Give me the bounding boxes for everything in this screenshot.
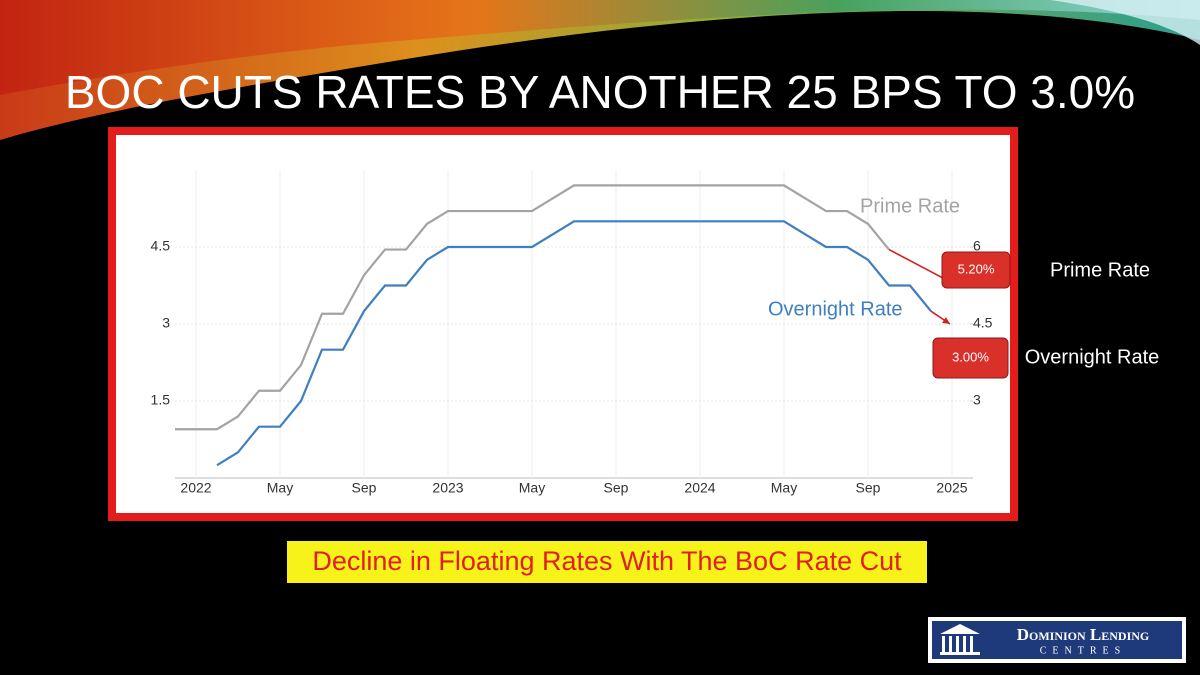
y2-tick-label: 6 — [973, 238, 981, 254]
logo-sub: CENTRES — [1040, 645, 1126, 656]
series-line — [216, 220, 932, 467]
series-label: Prime Rate — [860, 195, 960, 217]
x-tick-label: May — [519, 480, 545, 496]
x-tick-label: 2025 — [936, 480, 967, 496]
x-tick-label: May — [267, 480, 293, 496]
arrow-head — [942, 317, 950, 324]
x-tick-label: 2024 — [684, 480, 715, 496]
slide-title: BOC CUTS RATES BY ANOTHER 25 BPS TO 3.0% — [65, 66, 1135, 118]
swoosh — [0, 0, 1200, 95]
series-line — [175, 184, 890, 431]
swoosh — [1050, 0, 1200, 45]
x-tick-label: Sep — [856, 480, 881, 496]
callout-label: 5.20% — [958, 261, 995, 276]
callout-name: Prime Rate — [1050, 259, 1150, 281]
logo-icon — [940, 624, 980, 655]
series-label: Overnight Rate — [768, 298, 903, 320]
x-tick-label: Sep — [352, 480, 377, 496]
callout-box — [932, 337, 1009, 379]
callout-name: Overnight Rate — [1025, 346, 1160, 368]
callout-box — [941, 251, 1011, 289]
y2-tick-label: 4.5 — [973, 315, 993, 331]
x-tick-label: 2023 — [432, 480, 463, 496]
y2-tick-label: 3 — [973, 392, 981, 408]
callout-label: 3.00% — [952, 349, 989, 364]
logo-name: Dominion Lending — [1017, 625, 1150, 644]
caption: Decline in Floating Rates With The BoC R… — [312, 546, 902, 576]
x-tick-label: Sep — [604, 480, 629, 496]
y-tick-label: 3 — [162, 315, 170, 331]
y-tick-label: 4.5 — [151, 238, 171, 254]
x-tick-label: 2022 — [180, 480, 211, 496]
plot: 2022 May Sep 2023 May Sep 2024 May Sep 2025 1.5 3 4.… — [151, 170, 993, 496]
y-tick-label: 1.5 — [151, 392, 171, 408]
x-tick-label: May — [771, 480, 797, 496]
caption-box — [287, 541, 927, 583]
